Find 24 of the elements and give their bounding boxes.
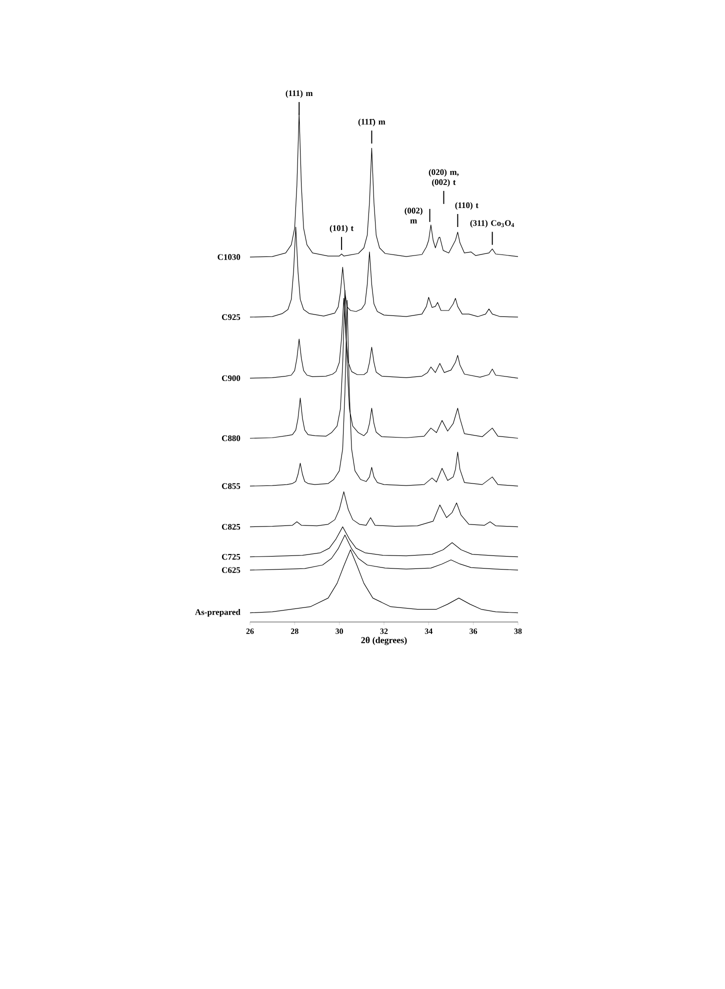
annotation: (002) m — [404, 207, 422, 224]
x-tick-label: 26 — [246, 628, 254, 634]
x-tick-label: 34 — [424, 628, 433, 634]
annotation: (101) t — [330, 225, 354, 233]
series-label: C900 — [222, 375, 240, 382]
annotation: (311) Co$_{3}$O$_{4}$ — [470, 220, 514, 228]
series-label: C925 — [222, 314, 240, 320]
series-label: C725 — [222, 554, 240, 560]
annotation: (111) m — [286, 90, 313, 98]
x-tick-label: 36 — [470, 628, 478, 634]
x-tick-label: 28 — [290, 628, 298, 634]
series-label: C1030 — [218, 254, 240, 260]
x-tick-label: 30 — [336, 628, 344, 634]
annotation: (110) t — [455, 202, 478, 210]
annotation: (111̄) m — [358, 118, 386, 126]
series-label: As-prepared — [195, 608, 240, 617]
x-tick-label: 38 — [514, 628, 522, 634]
x-tick-label: 32 — [380, 628, 388, 634]
x-axis-title: 2θ (degrees) — [361, 636, 407, 646]
series-label: C855 — [222, 483, 240, 489]
annotation: (020) m, (002) t — [428, 169, 459, 187]
series-label: C825 — [222, 524, 240, 530]
series-label: C880 — [222, 435, 240, 442]
series-label: C625 — [222, 567, 240, 573]
